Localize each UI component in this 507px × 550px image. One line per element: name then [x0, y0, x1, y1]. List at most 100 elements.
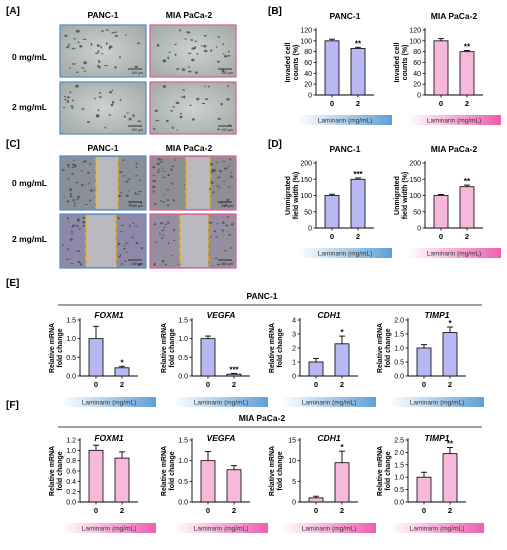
significance-mark: *** [353, 170, 363, 179]
chart-title: PANC-1 [329, 144, 360, 154]
laminarin-gradient-bar [298, 248, 392, 258]
chart-title: FOXM1 [94, 433, 124, 443]
y-axis-label: Relative mRNAfold change [161, 323, 176, 373]
y-tick-label: 0.6 [66, 469, 76, 476]
x-axis-title: Laminarin (mg/mL) [302, 400, 357, 407]
y-tick-label: 0.0 [66, 500, 76, 507]
y-tick-label: 120 [409, 28, 421, 35]
y-tick-label: 1.5 [394, 462, 404, 469]
y-tick-label: 100 [300, 38, 312, 45]
panel-label-f: [F] [6, 400, 19, 411]
y-tick-label: 0 [417, 93, 421, 100]
x-tick-label: 2 [356, 99, 360, 108]
y-tick-label: 200 [300, 161, 312, 168]
panel-a-row-2: 2 mg/mL [12, 102, 47, 112]
laminarin-gradient-bar [298, 115, 392, 125]
y-tick-label: 50 [304, 209, 312, 216]
micro-c-mia-2: 200 µm [149, 213, 237, 269]
bar-2 [334, 462, 350, 503]
y-tick-label: 0.4 [66, 479, 76, 486]
x-tick-label: 2 [448, 380, 452, 389]
y-tick-label: 1.5 [178, 318, 188, 325]
y-tick-label: 0 [292, 500, 296, 507]
y-tick-label: 20 [304, 82, 312, 89]
chart-title: MIA PaCa-2 [431, 144, 478, 154]
x-axis-title: Laminarin (mg/mL) [410, 400, 465, 407]
chart-title: CDH1 [317, 310, 340, 320]
y-tick-label: 0.5 [394, 487, 404, 494]
x-tick-label: 0 [94, 506, 98, 515]
y-tick-label: 0.5 [394, 360, 404, 367]
y-axis-label: Relative mRNAfold change [269, 446, 284, 496]
laminarin-gradient-bar [62, 397, 156, 407]
x-tick-label: 0 [330, 99, 334, 108]
panel-a-row-0: 0 mg/mL [12, 52, 47, 62]
x-tick-label: 2 [465, 232, 469, 241]
chart-title: PANC-1 [329, 11, 360, 21]
y-tick-label: 1.0 [178, 336, 188, 343]
y-axis-label: Relative mRNAfold change [49, 323, 64, 373]
micro-c-panc-2: 200 µm [59, 213, 147, 269]
micro-a-mia-0: 100 µm [149, 24, 237, 78]
bar-0 [433, 195, 449, 229]
svg-text:200 µm: 200 µm [131, 204, 143, 208]
bar-2 [350, 178, 366, 229]
laminarin-gradient-bar [62, 523, 156, 533]
y-tick-label: 60 [413, 60, 421, 67]
svg-text:200 µm: 200 µm [221, 204, 233, 208]
y-axis-label: Relative mRNAfold change [161, 446, 176, 496]
y-tick-label: 40 [304, 71, 312, 78]
y-tick-label: 2 [292, 346, 296, 353]
y-axis-label: Relative mRNAfold change [269, 323, 284, 373]
bar-2 [442, 453, 458, 503]
bar-2 [459, 51, 475, 96]
x-tick-label: 0 [314, 506, 318, 515]
y-tick-label: 2.0 [394, 318, 404, 325]
bar-2 [442, 332, 458, 377]
y-tick-label: 1 [292, 360, 296, 367]
y-tick-label: 5 [292, 479, 296, 486]
bar-0 [416, 476, 432, 503]
y-tick-label: 15 [288, 438, 296, 445]
y-tick-label: 1.0 [394, 346, 404, 353]
x-tick-label: 2 [448, 506, 452, 515]
y-tick-label: 2.0 [394, 450, 404, 457]
chart-title: VEGFA [207, 433, 236, 443]
chart-title: CDH1 [317, 433, 340, 443]
panel-a-col-mia: MIA PaCa-2 [166, 10, 213, 20]
y-tick-label: 0 [308, 93, 312, 100]
y-axis-label: Unmigratedfield width (%) [285, 172, 300, 219]
bar-0 [324, 195, 340, 229]
x-axis-title: Laminarin (mg/mL) [318, 118, 373, 125]
svg-text:100 µm: 100 µm [131, 71, 143, 75]
panel-c-col-mia: MIA PaCa-2 [166, 143, 213, 153]
chart-e3: CDH1 0 1 2 3 4 Relative mRNAfold change 0 * 2 Lami… [269, 310, 376, 407]
y-tick-label: 0.8 [66, 458, 76, 465]
bar-2 [334, 343, 350, 377]
y-tick-label: 100 [300, 193, 312, 200]
bar-0 [308, 497, 324, 503]
panel-c-row-0: 0 mg/mL [12, 178, 47, 188]
x-axis-title: Laminarin (mg/mL) [427, 251, 482, 258]
panel-c-row-2: 2 mg/mL [12, 234, 47, 244]
panel-a-col-panc1: PANC-1 [87, 10, 118, 20]
x-axis-title: Laminarin (mg/mL) [302, 526, 357, 533]
svg-text:100 µm: 100 µm [221, 71, 233, 75]
x-tick-label: 0 [422, 506, 426, 515]
y-tick-label: 1.0 [394, 475, 404, 482]
micro-c-mia-0: 200 µm [149, 155, 237, 211]
panel-label-e: [E] [6, 278, 19, 289]
x-tick-label: 0 [330, 232, 334, 241]
y-tick-label: 150 [300, 177, 312, 184]
significance-mark: * [340, 443, 344, 452]
y-tick-label: 0.0 [66, 374, 76, 381]
chart-title: FOXM1 [94, 310, 124, 320]
y-tick-label: 10 [288, 458, 296, 465]
y-tick-label: 1.2 [66, 438, 76, 445]
laminarin-gradient-bar [407, 248, 501, 258]
y-tick-label: 0 [292, 374, 296, 381]
